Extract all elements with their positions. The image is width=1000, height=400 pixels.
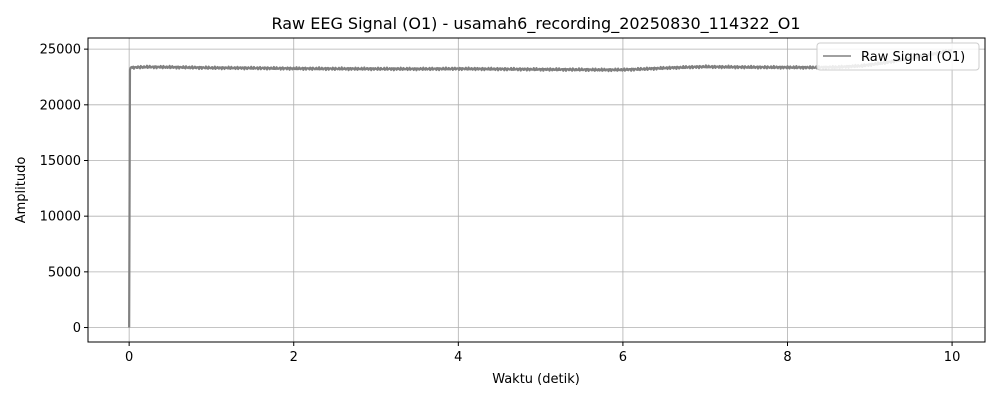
y-tick-label: 25000 bbox=[40, 43, 81, 58]
x-tick-label: 0 bbox=[125, 350, 133, 365]
y-axis-label: Amplitudo bbox=[14, 157, 29, 224]
x-tick-label: 8 bbox=[783, 350, 791, 365]
plot-frame bbox=[87, 37, 986, 343]
x-tick-label: 10 bbox=[944, 350, 961, 365]
x-axis-ticks: 0 2 4 6 8 10 bbox=[125, 342, 960, 365]
y-tick-label: 20000 bbox=[40, 98, 81, 113]
series-line-raw-signal bbox=[128, 49, 953, 328]
legend-box bbox=[816, 42, 980, 71]
y-tick-label: 0 bbox=[73, 321, 81, 336]
y-axis-ticks: 0 5000 10000 15000 20000 25000 bbox=[40, 43, 88, 336]
legend-label-raw-signal: Raw Signal (O1) bbox=[861, 50, 965, 65]
x-axis-label: Waktu (detik) bbox=[492, 372, 580, 387]
legend: Raw Signal (O1) bbox=[816, 42, 980, 71]
x-tick-label: 4 bbox=[454, 350, 462, 365]
x-tick-label: 6 bbox=[619, 350, 627, 365]
grid bbox=[88, 38, 985, 342]
y-tick-label: 15000 bbox=[40, 154, 81, 169]
x-tick-label: 2 bbox=[290, 350, 298, 365]
series-layer bbox=[128, 49, 953, 328]
y-tick-label: 10000 bbox=[40, 210, 81, 225]
y-tick-label: 5000 bbox=[48, 265, 81, 280]
chart-title: Raw EEG Signal (O1) - usamah6_recording_… bbox=[271, 14, 800, 34]
